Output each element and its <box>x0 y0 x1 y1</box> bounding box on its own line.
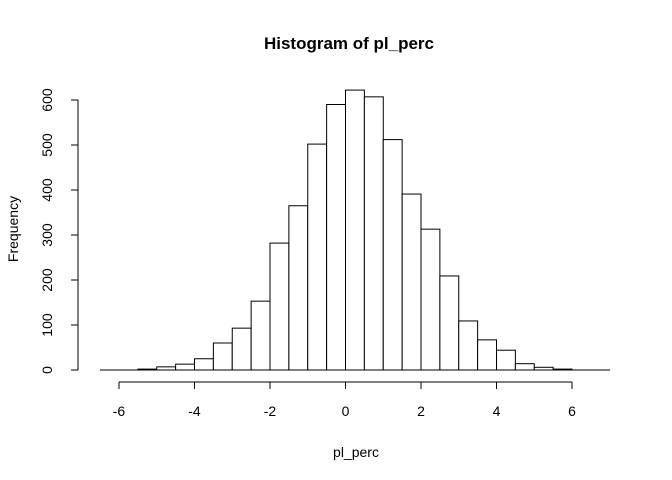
x-tick-label-1: -4 <box>188 403 201 419</box>
histogram-bar-15 <box>420 228 441 371</box>
chart-title: Histogram of pl_perc <box>264 34 434 53</box>
y-tick-label-4: 400 <box>39 178 55 202</box>
x-tick-label-6: 6 <box>568 403 576 419</box>
x-tick-label-2: -2 <box>264 403 277 419</box>
histogram-bar-17 <box>458 320 479 371</box>
histogram-bar-3 <box>194 358 214 371</box>
histogram-bar-19 <box>496 349 516 371</box>
x-tick-label-0: -6 <box>113 403 126 419</box>
histogram-bar-6 <box>250 300 271 371</box>
y-tick-label-3: 300 <box>39 223 55 247</box>
histogram-bar-8 <box>288 205 309 371</box>
y-axis-label: Frequency <box>5 196 21 262</box>
histogram-bar-10 <box>326 104 347 371</box>
histogram-bar-5 <box>231 327 252 371</box>
y-tick-label-6: 600 <box>39 88 55 112</box>
y-tick-label-5: 500 <box>39 133 55 157</box>
histogram-bar-9 <box>307 143 328 371</box>
histogram-bar-14 <box>401 193 422 371</box>
bars-group <box>100 89 610 371</box>
y-tick-label-0: 0 <box>39 366 55 374</box>
x-axis-label: pl_perc <box>333 444 379 460</box>
histogram-bar-2 <box>175 363 196 371</box>
x-tick-label-4: 2 <box>417 403 425 419</box>
y-tick-label-1: 100 <box>39 313 55 337</box>
y-tick-label-2: 200 <box>39 268 55 292</box>
histogram-bar-11 <box>345 89 365 371</box>
histogram-bar-18 <box>477 339 498 371</box>
histogram-bar-20 <box>514 363 535 371</box>
histogram-bar-13 <box>382 139 403 371</box>
x-axis: -6 -4 -2 0 2 4 6 <box>113 381 576 419</box>
y-axis: 0 100 200 300 400 500 600 <box>39 88 79 374</box>
x-tick-label-5: 4 <box>493 403 501 419</box>
histogram-bar-12 <box>363 96 384 371</box>
histogram-bar-7 <box>269 242 290 371</box>
x-tick-label-3: 0 <box>342 403 350 419</box>
histogram-bar-4 <box>212 342 233 371</box>
histogram-bar-16 <box>439 275 460 371</box>
